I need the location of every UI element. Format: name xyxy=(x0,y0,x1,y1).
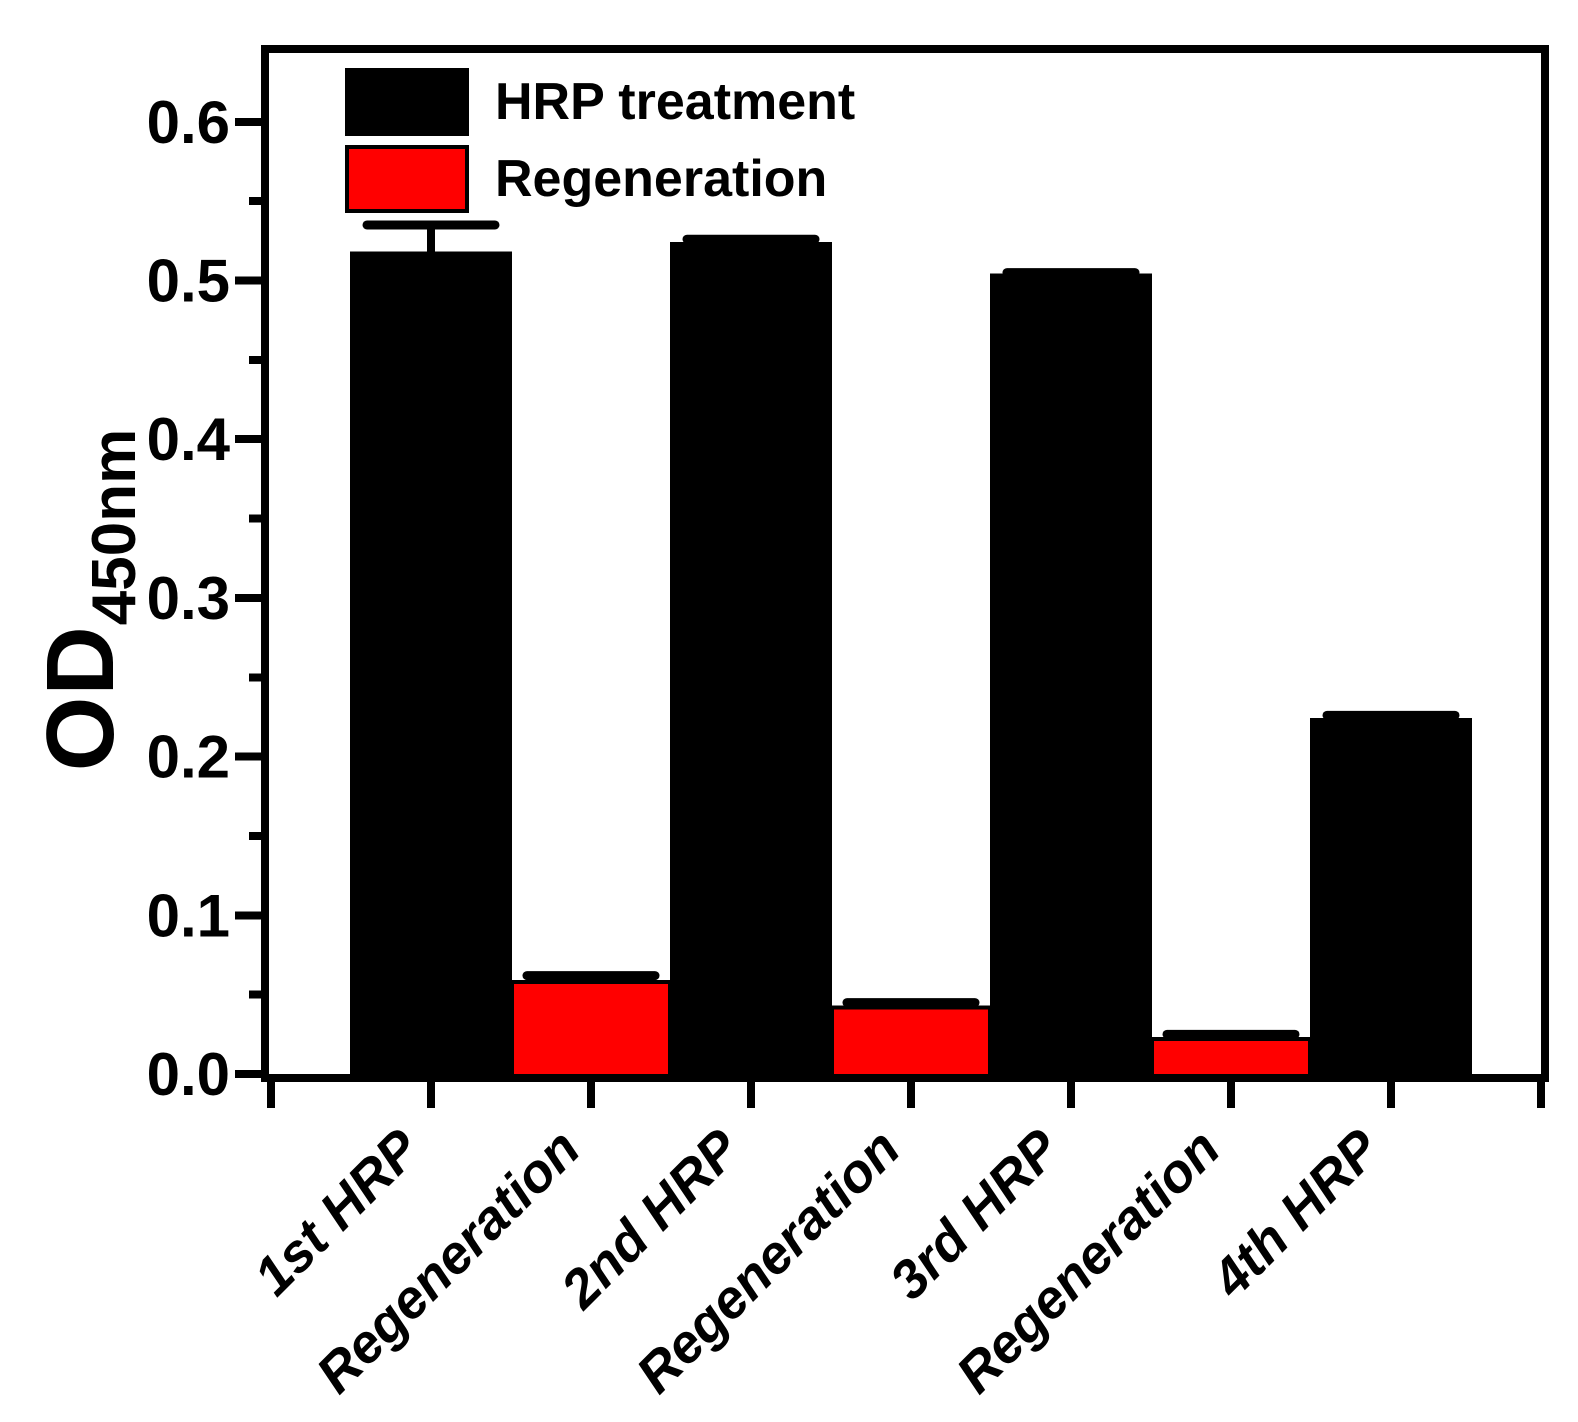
legend-swatch-regeneration xyxy=(345,145,469,213)
x-category-label: 4th HRP xyxy=(1200,1117,1392,1309)
bar xyxy=(830,1005,992,1081)
bar xyxy=(990,273,1152,1080)
bar xyxy=(1310,718,1472,1080)
legend: HRP treatment Regeneration xyxy=(345,68,855,213)
bar xyxy=(510,979,672,1080)
legend-item-hrp-treatment: HRP treatment xyxy=(345,68,855,136)
legend-label-regeneration: Regeneration xyxy=(495,150,828,208)
y-axis-title-subscript: 450nm xyxy=(80,428,149,626)
bar xyxy=(1150,1037,1312,1081)
axis-frame xyxy=(261,45,1549,1082)
y-tick-label: 0.5 xyxy=(147,248,230,315)
y-tick-label: 0.4 xyxy=(147,406,231,473)
y-tick-label: 0.0 xyxy=(147,1041,230,1108)
bar xyxy=(670,241,832,1080)
y-tick-label: 0.1 xyxy=(147,882,230,949)
legend-label-hrp-treatment: HRP treatment xyxy=(495,73,856,131)
y-axis-title-main: OD xyxy=(27,625,134,772)
y-axis-title: OD450nm xyxy=(26,429,150,771)
y-tick-label: 0.2 xyxy=(147,724,230,791)
bar xyxy=(350,251,512,1080)
legend-item-regeneration: Regeneration xyxy=(345,145,855,213)
legend-swatch-hrp-treatment xyxy=(345,68,469,136)
y-tick-label: 0.3 xyxy=(147,565,230,632)
y-tick-label: 0.6 xyxy=(147,89,230,156)
